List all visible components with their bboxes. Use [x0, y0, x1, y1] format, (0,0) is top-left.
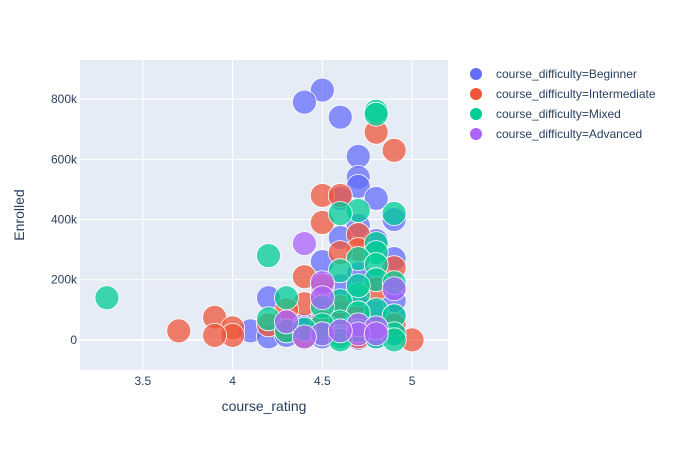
y-tick-label: 600k	[51, 152, 78, 166]
legend-label[interactable]: course_difficulty=Advanced	[496, 127, 642, 141]
data-point[interactable]	[327, 201, 353, 226]
data-point[interactable]	[274, 309, 299, 335]
data-point[interactable]	[166, 318, 192, 344]
data-point[interactable]	[327, 318, 353, 344]
x-axis-title: course_rating	[222, 398, 307, 414]
data-point[interactable]	[381, 201, 407, 226]
legend[interactable]: course_difficulty=Beginner course_difficu…	[470, 67, 656, 141]
data-point[interactable]	[309, 77, 335, 103]
y-tick-label: 0	[70, 333, 77, 347]
legend-label[interactable]: course_difficulty=Beginner	[496, 67, 637, 81]
y-axis-title: Enrolled	[11, 189, 27, 240]
data-point[interactable]	[291, 89, 317, 115]
x-tick-label: 4.5	[314, 374, 331, 388]
data-point[interactable]	[309, 285, 335, 311]
y-tick-label: 400k	[51, 213, 78, 227]
data-point[interactable]	[94, 285, 120, 311]
series-3	[274, 231, 407, 350]
data-point[interactable]	[345, 143, 371, 169]
legend-label[interactable]: course_difficulty=Mixed	[496, 107, 621, 121]
legend-marker[interactable]	[470, 68, 482, 80]
data-point[interactable]	[256, 243, 281, 269]
x-tick-label: 3.5	[134, 374, 151, 388]
data-point[interactable]	[345, 273, 371, 299]
axis-tick-labels: 3.5 4 4.5 5 0 200k 400k 600k 800k	[51, 92, 416, 388]
data-point[interactable]	[381, 137, 407, 163]
data-point[interactable]	[363, 321, 389, 347]
legend-marker[interactable]	[470, 108, 482, 120]
data-points	[94, 77, 425, 353]
data-point[interactable]	[363, 186, 389, 211]
data-point[interactable]	[291, 324, 317, 350]
legend-label[interactable]: course_difficulty=Intermediate	[496, 87, 656, 101]
legend-marker[interactable]	[470, 88, 482, 100]
data-point[interactable]	[291, 231, 317, 256]
data-point[interactable]	[202, 322, 228, 348]
y-tick-label: 200k	[51, 273, 78, 287]
data-point[interactable]	[363, 101, 389, 127]
x-tick-label: 5	[409, 374, 416, 388]
data-point[interactable]	[381, 276, 407, 302]
data-point[interactable]	[327, 104, 353, 130]
data-point[interactable]	[327, 258, 353, 284]
data-point[interactable]	[274, 285, 299, 311]
x-tick-label: 4	[229, 374, 236, 388]
y-tick-label: 800k	[51, 92, 78, 106]
legend-marker[interactable]	[470, 128, 482, 140]
